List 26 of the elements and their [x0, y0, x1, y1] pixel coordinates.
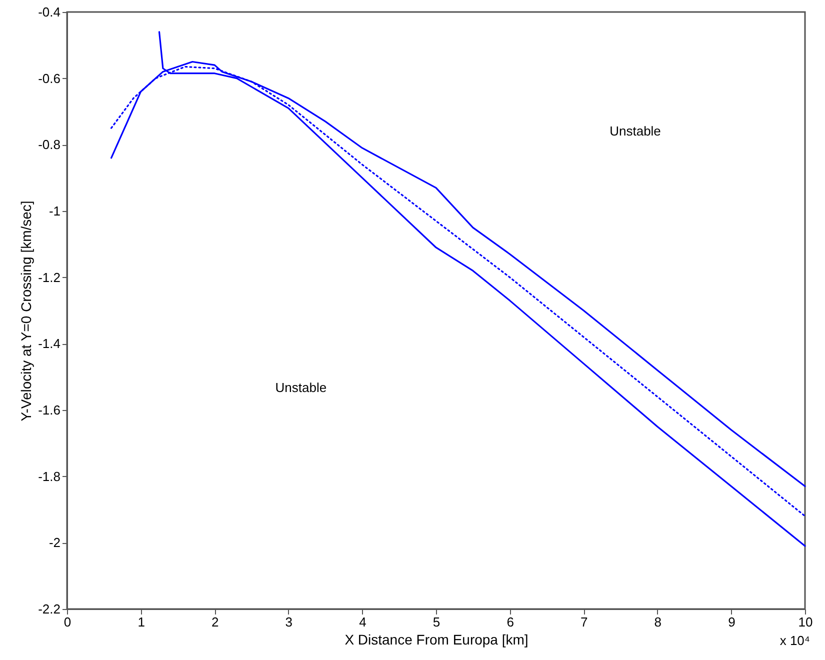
y-tick-label: -0.4 [38, 4, 60, 20]
x-tick-label: 9 [728, 614, 736, 630]
x-tick-label: 2 [211, 614, 219, 630]
y-tick-label: -1.4 [38, 336, 60, 352]
x-tick-label: 8 [654, 614, 662, 630]
y-tick-label: -1.2 [38, 270, 60, 285]
y-tick-label: -2.2 [38, 602, 60, 616]
x-tick-label: 7 [580, 614, 588, 630]
annotation: Unstable [610, 123, 661, 138]
x-tick-label: 10 [798, 614, 813, 630]
y-tick-label: -1.8 [38, 468, 60, 484]
y-tick-label: -1.6 [38, 402, 60, 418]
x-tick-label: 4 [359, 614, 366, 630]
y-tick-label: -2 [48, 535, 60, 550]
x-tick-label: 0 [64, 614, 72, 630]
y-axis-title: Y-Velocity at Y=0 Crossing [km/sec] [18, 200, 34, 422]
y-tick-label: -0.6 [38, 70, 60, 86]
x-tick-label: 3 [285, 614, 293, 630]
y-tick-label: -0.8 [38, 137, 60, 152]
x-axis-title: X Distance From Europa [km] [344, 632, 528, 648]
y-tick-label: -1 [48, 204, 60, 218]
x-tick-label: 1 [138, 614, 145, 630]
x-tick-label: 6 [506, 614, 514, 630]
annotation: Unstable [275, 380, 327, 396]
text: x 10⁴ [780, 633, 810, 648]
x-tick-label: 5 [432, 614, 440, 630]
